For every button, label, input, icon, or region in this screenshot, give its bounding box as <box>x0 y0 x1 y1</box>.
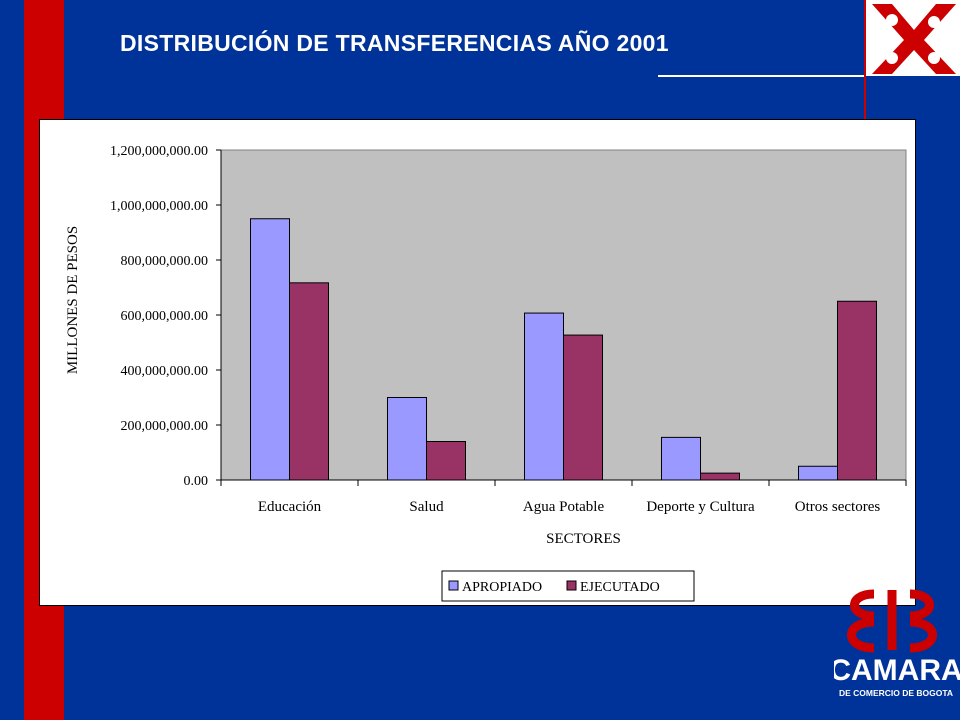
x-tick-label: Agua Potable <box>523 499 605 515</box>
brand-subtitle: DE COMERCIO DE BOGOTA <box>839 688 953 698</box>
title-underline <box>658 75 864 77</box>
bar-ejecutado-4 <box>837 300 877 481</box>
bar-ejecutado-1 <box>426 441 466 481</box>
bar-apropiado-0 <box>250 218 290 481</box>
bar-apropiado-1 <box>387 397 427 481</box>
logo-emblem-top <box>864 0 960 120</box>
x-axis-title: SECTORES <box>546 531 621 547</box>
legend-label-apropiado: APROPIADO <box>462 580 542 595</box>
y-tick-label: 600,000,000.00 <box>121 309 209 324</box>
bar-ejecutado-0 <box>289 282 329 481</box>
x-tick-label: Deporte y Cultura <box>646 499 755 515</box>
slide-title: DISTRIBUCIÓN DE TRANSFERENCIAS AÑO 2001 <box>120 30 669 56</box>
x-tick-label: Educación <box>258 499 322 515</box>
y-tick-label: 1,200,000,000.00 <box>110 144 208 159</box>
y-tick-label: 800,000,000.00 <box>121 254 209 269</box>
bar-apropiado-4 <box>798 465 838 481</box>
y-axis-title: MILLONES DE PESOS <box>65 226 81 374</box>
bar-ejecutado-2 <box>563 334 603 481</box>
y-tick-label: 1,000,000,000.00 <box>110 199 208 214</box>
y-tick-label: 0.00 <box>184 474 209 489</box>
bar-ejecutado-3 <box>700 472 740 481</box>
y-tick-label: 200,000,000.00 <box>121 419 209 434</box>
legend-label-ejecutado: EJECUTADO <box>580 580 660 595</box>
legend-swatch-ejecutado <box>566 580 577 591</box>
x-tick-label: Salud <box>409 499 444 515</box>
legend-swatch-apropiado <box>448 580 459 591</box>
x-tick-label: Otros sectores <box>795 499 881 515</box>
brand-name: CAMARA <box>834 654 960 687</box>
chart-panel: 0.00 200,000,000.00 400,000,000.00 600,000,… <box>39 119 916 606</box>
bar-apropiado-3 <box>661 436 701 481</box>
bar-chart: 0.00 200,000,000.00 400,000,000.00 600,000,… <box>65 144 907 602</box>
camara-logo: CAMARA DE COMERCIO DE BOGOTA <box>834 589 960 698</box>
bar-apropiado-2 <box>524 312 564 481</box>
y-tick-label: 400,000,000.00 <box>121 364 209 379</box>
